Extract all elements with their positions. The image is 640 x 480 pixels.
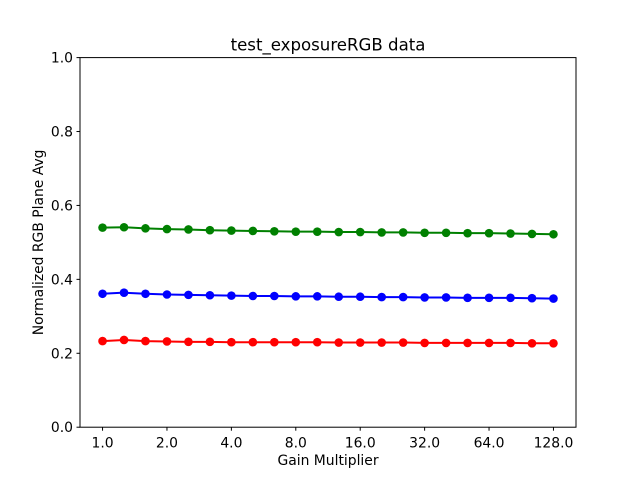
series-point-green-plane <box>98 223 107 232</box>
series-point-green-plane <box>441 228 451 238</box>
series-point-blue-plane <box>184 290 193 300</box>
series-point-blue-plane <box>205 290 215 300</box>
series-point-green-plane <box>506 229 515 238</box>
series-point-blue-plane <box>291 292 301 301</box>
plot-border <box>79 57 577 428</box>
series-point-blue-plane <box>506 293 515 303</box>
series-point-green-plane <box>527 229 537 239</box>
x-tick-label: 32.0 <box>409 436 440 452</box>
series-point-red-plane <box>334 338 344 347</box>
series-point-blue-plane <box>441 293 451 302</box>
x-tick-label: 8.0 <box>285 436 307 452</box>
series-point-green-plane <box>270 227 279 236</box>
series-point-red-plane <box>205 337 215 347</box>
series-point-green-plane <box>463 228 472 238</box>
series-point-blue-plane <box>377 292 386 302</box>
x-tick-label: 128.0 <box>534 436 574 452</box>
series-point-blue-plane <box>141 289 150 299</box>
series-point-green-plane <box>398 228 408 237</box>
series-point-blue-plane <box>463 293 472 303</box>
series-point-red-plane <box>377 338 386 347</box>
series-point-blue-plane <box>355 292 365 302</box>
y-tick-label: 0.2 <box>51 346 73 362</box>
x-axis-label: Gain Multiplier <box>277 453 378 469</box>
x-tick-label: 16.0 <box>345 436 376 452</box>
series-point-red-plane <box>141 336 150 346</box>
series-point-green-plane <box>549 229 558 239</box>
series-point-red-plane <box>506 338 515 348</box>
series-point-blue-plane <box>270 291 279 301</box>
series-point-green-plane <box>420 228 429 238</box>
y-tick-label: 0.0 <box>51 420 73 436</box>
series-point-blue-plane <box>420 293 429 302</box>
series-point-blue-plane <box>119 288 129 297</box>
series-point-green-plane <box>334 227 344 237</box>
series-point-red-plane <box>549 339 558 348</box>
series-point-red-plane <box>248 337 258 347</box>
series-point-blue-plane <box>398 292 408 302</box>
y-tick-label: 1.0 <box>51 51 73 67</box>
y-tick-label: 0.4 <box>51 272 73 288</box>
series-line-green-plane <box>101 226 555 236</box>
series-point-red-plane <box>463 338 472 348</box>
series-point-green-plane <box>312 227 322 236</box>
series-point-blue-plane <box>549 294 558 303</box>
x-tick-label: 4.0 <box>220 436 242 452</box>
series-line-red-plane <box>101 338 555 345</box>
x-tick-label: 2.0 <box>156 436 178 452</box>
series-point-green-plane <box>184 225 193 234</box>
series-point-green-plane <box>141 224 150 233</box>
series-point-blue-plane <box>484 293 494 303</box>
series-point-green-plane <box>205 225 215 235</box>
series-point-green-plane <box>227 226 236 235</box>
series-point-red-plane <box>527 339 537 348</box>
series-point-green-plane <box>162 224 172 234</box>
series-point-green-plane <box>377 228 386 237</box>
series-point-blue-plane <box>227 291 236 300</box>
series-point-red-plane <box>162 337 172 346</box>
series-point-red-plane <box>398 338 408 347</box>
series-point-red-plane <box>291 337 301 347</box>
series-point-blue-plane <box>312 292 322 301</box>
y-tick-label: 0.8 <box>51 125 73 141</box>
series-point-blue-plane <box>527 293 537 303</box>
series-point-red-plane <box>484 338 494 348</box>
y-tick-label: 0.6 <box>51 198 73 214</box>
series-point-blue-plane <box>334 292 344 302</box>
series-point-green-plane <box>355 227 365 237</box>
series-point-red-plane <box>98 336 107 346</box>
series-point-red-plane <box>420 338 429 348</box>
x-tick-label: 1.0 <box>91 436 113 452</box>
series-point-red-plane <box>227 337 236 347</box>
series-point-green-plane <box>291 227 301 236</box>
series-point-green-plane <box>484 228 494 238</box>
series-point-red-plane <box>119 335 129 345</box>
series-point-blue-plane <box>98 289 107 299</box>
series-point-red-plane <box>355 338 365 347</box>
x-tick-label: 64.0 <box>474 436 505 452</box>
series-point-red-plane <box>312 337 322 347</box>
series-point-blue-plane <box>162 290 172 299</box>
series-point-blue-plane <box>248 291 258 301</box>
series-point-green-plane <box>248 226 258 236</box>
series-point-red-plane <box>184 337 193 347</box>
chart-title: test_exposureRGB data <box>231 36 426 56</box>
y-axis-label: Normalized RGB Plane Avg <box>31 150 47 336</box>
series-line-blue-plane <box>101 291 555 300</box>
series-point-red-plane <box>270 337 279 347</box>
series-point-green-plane <box>119 222 129 232</box>
series-point-red-plane <box>441 338 451 348</box>
